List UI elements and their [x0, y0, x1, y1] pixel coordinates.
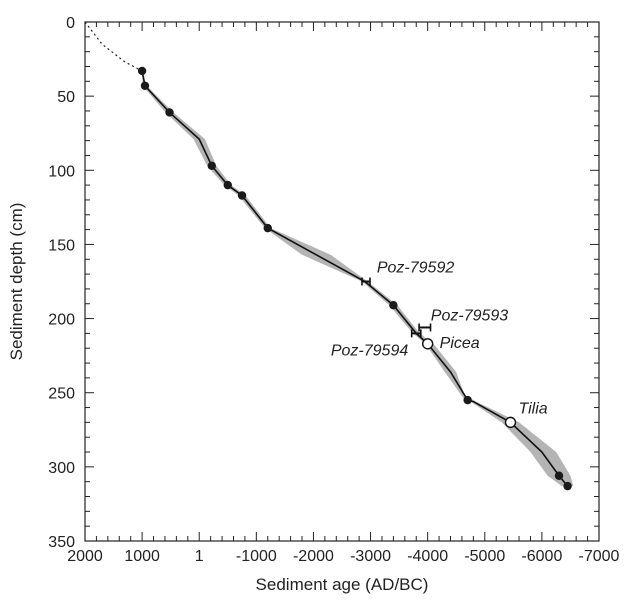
- dated-point: [463, 395, 472, 405]
- x-tick-label: -1000: [236, 548, 277, 565]
- y-tick-label: 50: [57, 89, 75, 106]
- pollen-marker: [421, 338, 434, 350]
- radiocarbon-error-bar: [410, 329, 422, 338]
- uncertainty-envelope: [142, 70, 574, 487]
- plot-frame: [84, 21, 600, 542]
- x-tick-label: -6000: [521, 548, 562, 565]
- dated-point: [237, 191, 247, 200]
- y-axis-title: Sediment depth (cm): [7, 203, 26, 361]
- dated-point: [563, 481, 572, 491]
- radiocarbon-date-label: Poz-79593: [431, 307, 508, 324]
- dated-point: [165, 108, 174, 117]
- x-tick-label: -3000: [350, 548, 391, 565]
- x-tick-label: 1: [195, 548, 204, 565]
- dated-point: [140, 81, 150, 90]
- radiocarbon-date-label: Poz-79594: [331, 342, 408, 359]
- y-tick-label: 200: [48, 312, 75, 329]
- x-tick-label: -5000: [464, 548, 505, 565]
- x-tick-label: 1000: [124, 548, 160, 565]
- extrapolation-line: [84, 21, 143, 72]
- age-depth-model-line: [141, 70, 569, 487]
- y-tick-label: 250: [48, 386, 75, 403]
- dated-point: [389, 301, 398, 310]
- radiocarbon-error-bar: [361, 277, 371, 286]
- dated-point: [554, 471, 564, 480]
- radiocarbon-date-label: Poz-79592: [377, 260, 454, 277]
- dated-point: [207, 161, 216, 171]
- y-tick-label: 300: [48, 460, 75, 477]
- x-tick-label: -7000: [579, 548, 620, 565]
- x-axis-title: Sediment age (AD/BC): [256, 575, 429, 594]
- radiocarbon-error-bar: [418, 323, 432, 332]
- pollen-marker-label: Tilia: [518, 400, 547, 417]
- y-tick-label: 0: [66, 15, 75, 32]
- y-tick-label: 150: [48, 237, 75, 254]
- pollen-marker-label: Picea: [440, 335, 480, 352]
- dated-point: [137, 66, 147, 76]
- x-tick-label: -2000: [293, 548, 334, 565]
- dated-point: [223, 180, 232, 190]
- x-tick-label: -4000: [407, 548, 448, 565]
- x-tick-label: 2000: [67, 548, 103, 565]
- y-tick-label: 100: [48, 163, 75, 180]
- dated-point: [263, 223, 272, 233]
- y-tick-label: 350: [48, 534, 75, 551]
- pollen-marker: [504, 416, 517, 429]
